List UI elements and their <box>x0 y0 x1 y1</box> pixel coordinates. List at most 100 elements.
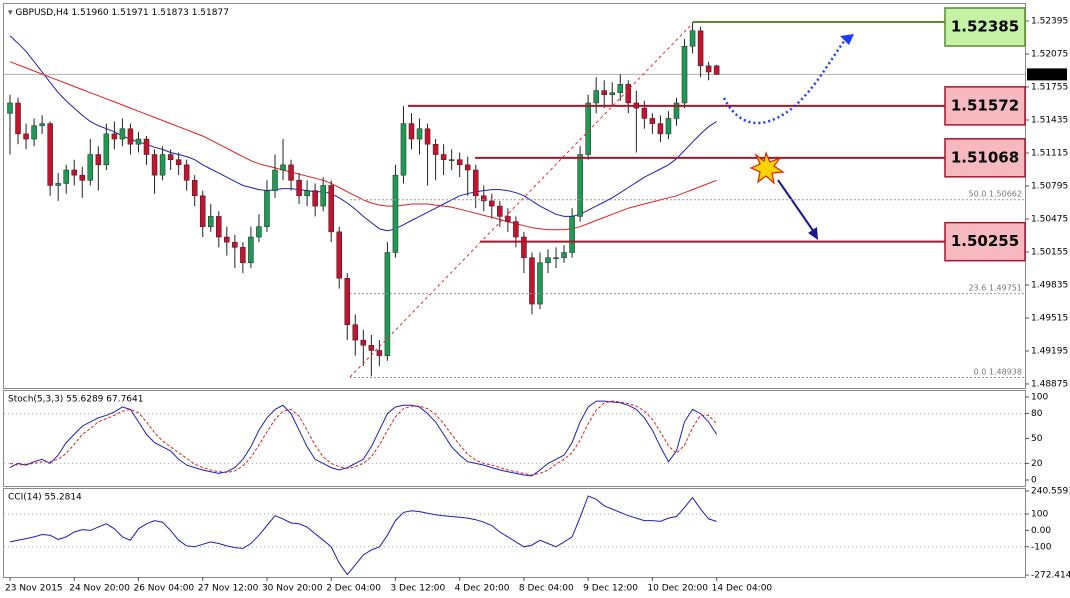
candle-body <box>505 216 511 222</box>
candle-body <box>665 118 672 135</box>
level-label: 1.52385 <box>951 18 1019 36</box>
low: 1.51873 <box>152 8 189 18</box>
candle-body <box>328 185 334 233</box>
candle-body <box>625 84 632 104</box>
y-tick-label: 1.49515 <box>1031 313 1068 323</box>
y-tick-label: 0 <box>1031 476 1037 486</box>
candle-body <box>577 154 583 217</box>
candle-body <box>481 195 487 202</box>
y-tick-label: 20 <box>1031 459 1043 469</box>
candle-body <box>159 154 166 176</box>
indicator-line <box>9 495 717 576</box>
candle-body <box>272 169 278 191</box>
candle-body <box>175 159 182 166</box>
y-tick-label: 1.51435 <box>1031 115 1068 125</box>
candle-body <box>424 128 431 145</box>
candle-body <box>23 133 29 140</box>
candle-body <box>143 138 150 155</box>
x-tick-label: 23 Nov 2015 <box>5 584 63 594</box>
x-tick-label: 2 Dec 04:00 <box>326 584 381 594</box>
candle-body <box>240 247 246 264</box>
y-tick-label: 1.49835 <box>1031 280 1068 290</box>
candle-body <box>31 125 37 140</box>
candle-body <box>224 236 230 243</box>
level-box <box>944 7 1026 47</box>
candle-body <box>697 30 704 67</box>
fib-label: 23.6 1.49751 <box>969 283 1022 292</box>
candle-body <box>39 123 45 126</box>
candle-body <box>416 128 423 140</box>
candle-body <box>360 339 367 346</box>
candle-body <box>352 324 359 341</box>
candle-body <box>79 174 86 181</box>
main-pane <box>3 3 1026 389</box>
y-tick-label: -272.4145 <box>1031 571 1070 581</box>
candle-body <box>256 226 262 238</box>
y-tick-label: 1.48875 <box>1031 379 1068 389</box>
candle-body <box>392 174 399 253</box>
candle-body <box>336 231 342 279</box>
candle-body <box>216 216 222 238</box>
candle-body <box>705 65 712 73</box>
y-tick-label: 1.51115 <box>1031 148 1068 158</box>
y-tick-label: 0.00 <box>1031 526 1051 536</box>
high: 1.51971 <box>112 8 149 18</box>
candle-body <box>400 123 407 176</box>
candle-body <box>657 123 664 135</box>
candle-body <box>593 90 599 104</box>
breakout-burst <box>749 151 785 185</box>
candle-body <box>585 102 591 155</box>
arrow-head <box>808 227 818 240</box>
candle-body <box>7 102 13 114</box>
fib-price: 1.49751 <box>989 283 1022 292</box>
candle-body <box>553 257 559 259</box>
candle-body <box>248 236 254 264</box>
candle-body <box>304 190 310 197</box>
candle-body <box>497 205 503 217</box>
candle-body <box>376 350 383 356</box>
candle-body <box>609 92 615 95</box>
candle-body <box>649 118 656 124</box>
candle-body <box>264 190 270 227</box>
y-tick-label: 100 <box>1031 510 1048 520</box>
candle-body <box>569 216 575 253</box>
candle-body <box>489 200 495 207</box>
candle-body <box>529 257 535 305</box>
cci-pane <box>3 488 1026 578</box>
y-tick-label: 1.51755 <box>1031 82 1068 92</box>
candle-body <box>47 123 53 186</box>
candle-body <box>119 128 126 140</box>
fib-label: 50.0 1.50662 <box>969 189 1022 198</box>
candle-body <box>472 169 479 197</box>
y-tick-label: 1.50155 <box>1031 247 1068 257</box>
level-box <box>944 86 1026 126</box>
y-tick-label: 80 <box>1031 409 1043 419</box>
candle-body <box>561 252 567 258</box>
annotations <box>349 22 1025 378</box>
close: 1.51877 <box>192 8 229 18</box>
x-tick-label: 14 Dec 04:00 <box>712 584 773 594</box>
candle-body <box>545 257 551 264</box>
candle-body <box>464 164 471 171</box>
x-tick-label: 9 Dec 12:00 <box>583 584 638 594</box>
candle-body <box>384 252 391 356</box>
y-tick-label: 50 <box>1031 434 1043 444</box>
candle-body <box>312 190 318 207</box>
candle-body <box>191 180 198 197</box>
x-tick-label: 10 Dec 20:00 <box>647 584 708 594</box>
y-tick-label: 100 <box>1031 393 1048 403</box>
symbol: GBPUSD,H4 <box>15 8 68 18</box>
candle-body <box>135 138 142 145</box>
x-tick-label: 24 Nov 20:00 <box>69 584 130 594</box>
level-box <box>944 138 1026 178</box>
candle-body <box>127 128 134 145</box>
candle-body <box>368 345 375 351</box>
candle-body <box>288 164 294 181</box>
fib-level: 50.0 <box>969 189 987 198</box>
y-tick-label: 1.50795 <box>1031 181 1068 191</box>
cci-title: CCI(14) 55.2814 <box>8 493 82 503</box>
y-tick-label: 1.50475 <box>1031 214 1068 224</box>
